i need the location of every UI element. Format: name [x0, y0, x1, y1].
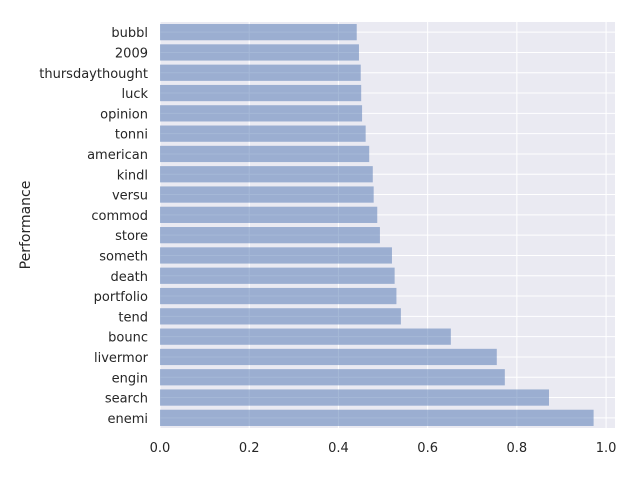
y-tick-label: portfolio [94, 290, 148, 305]
bars [160, 24, 594, 426]
y-tick-label: american [87, 148, 148, 163]
y-tick-label: search [105, 392, 148, 407]
y-tick-label: 2009 [115, 46, 148, 61]
plot-area [160, 22, 615, 428]
y-tick-label: versu [112, 189, 148, 204]
bar-someth [160, 247, 392, 264]
bar-engin [160, 369, 505, 386]
x-tick-label: 1.0 [596, 441, 617, 456]
bar-commod [160, 206, 378, 223]
y-tick-label: bounc [108, 331, 148, 346]
y-tick-label: opinion [100, 107, 148, 122]
y-tick-label: someth [99, 249, 148, 264]
y-axis-label: Performance [18, 181, 34, 270]
bar-american [160, 145, 370, 163]
bar-tonni [160, 125, 366, 142]
bar-versu [160, 186, 374, 203]
y-tick-labels: enemi search engin livermor bounc tend portfol… [39, 26, 148, 427]
x-tick-label: 0.6 [417, 441, 438, 456]
y-tick-label: thursdaythought [39, 67, 148, 82]
x-tick-label: 0.2 [239, 441, 260, 456]
bar-portfolio [160, 287, 397, 305]
bar-tend [160, 308, 401, 325]
bar-death [160, 267, 395, 284]
bar-bounc [160, 328, 451, 345]
x-tick-label: 0.4 [328, 441, 349, 456]
bar-opinion [160, 105, 363, 122]
bar-bubbl [160, 24, 357, 41]
y-tick-label: kindl [117, 168, 148, 183]
y-tick-label: tend [118, 310, 148, 325]
y-tick-label: store [115, 229, 148, 244]
x-tick-label: 0.0 [150, 441, 171, 456]
y-tick-label: commod [91, 209, 148, 224]
x-tick-label: 0.8 [507, 441, 528, 456]
bar-enemi [160, 409, 594, 426]
y-tick-label: livermor [94, 351, 149, 366]
y-tick-label: enemi [107, 412, 148, 427]
y-tick-label: engin [112, 371, 148, 386]
bar-search [160, 389, 549, 406]
bar-luck [160, 84, 362, 102]
bar-store [160, 227, 380, 244]
y-tick-label: death [110, 270, 148, 285]
x-tick-labels: 0.0 0.2 0.4 0.6 0.8 1.0 [150, 441, 617, 456]
bar-livermor [160, 348, 497, 366]
bar-thursdaythought [160, 64, 361, 81]
bar-2009 [160, 44, 359, 61]
y-tick-label: luck [121, 87, 148, 102]
y-tick-label: bubbl [111, 26, 148, 41]
bar-kindl [160, 166, 373, 183]
y-tick-label: tonni [115, 128, 148, 143]
